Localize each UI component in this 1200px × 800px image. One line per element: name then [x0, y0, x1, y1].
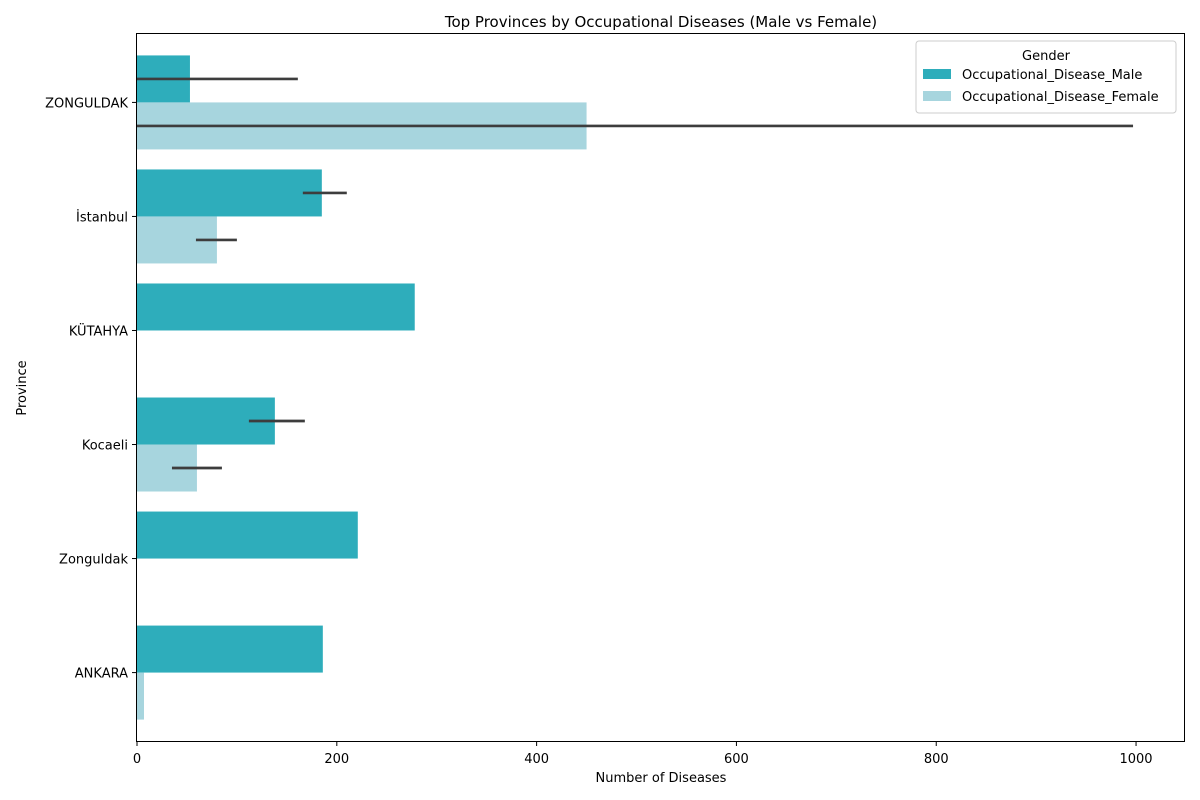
y-tick-label-5: ANKARA: [75, 667, 128, 682]
legend-swatch-female: [923, 91, 951, 101]
x-tick-label-1: 200: [324, 752, 349, 767]
legend-label-female: Occupational_Disease_Female: [962, 90, 1159, 105]
bar-female-5: [137, 672, 144, 720]
error-bars-layer: [137, 77, 1134, 470]
y-axis-ticks: ZONGULDAK İstanbul KÜTAHYA Kocaeli Zonguldak…: [45, 96, 137, 682]
legend: Gender Occupational_Disease_Male Occupat…: [915, 40, 1177, 114]
x-tick-label-5: 1000: [1119, 752, 1152, 767]
legend-box: [915, 40, 1177, 114]
y-tick-label-3: Kocaeli: [82, 439, 128, 454]
x-axis-label: Number of Diseases: [596, 771, 727, 786]
y-tick-label-4: Zonguldak: [59, 553, 128, 568]
legend-title: Gender: [1022, 49, 1071, 64]
y-tick-label-1: İstanbul: [76, 209, 128, 225]
chart-title: Top Provinces by Occupational Diseases (…: [444, 13, 877, 31]
y-axis-label: Province: [15, 360, 30, 415]
bar-male-5: [137, 625, 323, 673]
bar-male-1: [137, 169, 322, 217]
bars-layer: [137, 55, 587, 720]
plot-frame: [136, 33, 1185, 742]
bar-male-2: [137, 283, 415, 331]
x-tick-label-4: 800: [924, 752, 949, 767]
y-tick-label-2: KÜTAHYA: [69, 322, 128, 339]
x-tick-label-0: 0: [133, 752, 141, 767]
x-tick-label-3: 600: [724, 752, 749, 767]
x-axis-ticks: 0 200 400 600 800 1000: [133, 741, 1153, 767]
legend-swatch-male: [923, 69, 951, 79]
legend-label-male: Occupational_Disease_Male: [962, 68, 1142, 83]
y-tick-label-0: ZONGULDAK: [45, 96, 128, 111]
x-tick-label-2: 400: [524, 752, 549, 767]
bar-male-4: [137, 511, 358, 559]
